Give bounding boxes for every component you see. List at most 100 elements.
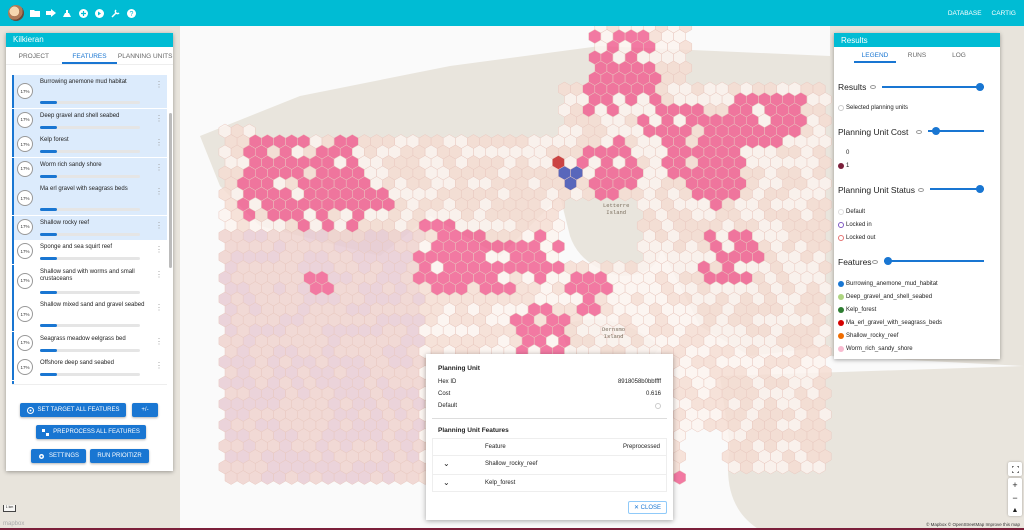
tab-planning-units[interactable]: PLANNING UNITS <box>117 53 173 60</box>
cost-opacity-slider[interactable] <box>928 127 984 135</box>
planning-unit-hex[interactable] <box>673 470 686 485</box>
tab-runs[interactable]: RUNS <box>907 52 927 59</box>
folder-icon[interactable] <box>30 8 40 18</box>
feature-item[interactable]: 17% Seagrass meadow eelgrass bed ⋮ <box>12 331 167 356</box>
feature-item[interactable]: 17% Sponge and sea squirt reef ⋮ <box>12 240 167 264</box>
more-vert-icon[interactable]: ⋮ <box>155 336 163 346</box>
cost-value: 0.616 <box>645 391 661 397</box>
settings-button[interactable]: SETTINGS <box>31 449 86 463</box>
more-vert-icon[interactable]: ⋮ <box>155 245 163 254</box>
results-opacity-slider[interactable] <box>882 83 984 91</box>
feature-item[interactable]: 17% Shallow rocky reef ⋮ <box>12 215 167 240</box>
zoom-in-button[interactable]: + <box>1012 479 1018 490</box>
legend-feature-label: Shallow_rocky_reef <box>846 333 899 339</box>
legend-feature-item: Shallow_rocky_reef <box>838 333 898 339</box>
table-row[interactable]: ⌄ Shallow_rocky_reef <box>433 455 666 474</box>
app-bar: ? DATABASE CARTIG <box>0 0 1024 26</box>
legend-dot <box>838 346 844 352</box>
feature-progress-bar <box>40 101 140 104</box>
feature-item[interactable]: 17% Offshore deep sand seabed ⋮ <box>12 356 167 380</box>
eye-icon[interactable] <box>916 130 922 134</box>
eye-icon[interactable] <box>870 85 876 89</box>
add-circle-icon[interactable] <box>78 8 88 18</box>
legend-selected-pu: Selected planning units <box>838 105 908 111</box>
tab-legend[interactable]: LEGEND <box>854 47 896 63</box>
map-attribution[interactable]: © Mapbox © OpenStreetMap Improve this ma… <box>926 522 1020 527</box>
feature-name: Offshore deep muddy seabed <box>40 385 145 386</box>
legend-dot <box>838 281 844 287</box>
tab-log[interactable]: LOG <box>952 52 966 59</box>
feature-progress-fill <box>40 208 57 211</box>
feature-progress-fill <box>40 150 57 153</box>
preprocess-all-button[interactable]: PREPROCESS ALL FEATURES <box>36 425 146 439</box>
more-vert-icon[interactable]: ⋮ <box>155 187 163 196</box>
hex-id-row: Hex ID 8918058b0bbffff <box>438 379 661 385</box>
feature-name: Shallow mixed sand and gravel seabed <box>40 302 145 308</box>
set-target-all-button[interactable]: SET TARGET ALL FEATURES <box>20 403 126 417</box>
feature-progress-fill <box>40 290 57 294</box>
eye-icon[interactable] <box>918 188 924 192</box>
feature-name: Deep gravel and shell seabed <box>40 112 120 119</box>
mapbox-logo[interactable]: mapbox <box>3 521 25 527</box>
legend-status-default: Default <box>838 209 865 215</box>
user-link[interactable]: CARTIG <box>991 9 1016 17</box>
feature-item[interactable]: 17%Offshore deep muddy seabed⋮ <box>12 380 167 386</box>
legend-feature-label: Deep_gravel_and_shell_seabed <box>846 294 933 300</box>
feature-item[interactable]: 17% Ma erl gravel with seagrass beds ⋮ <box>12 182 167 215</box>
compass-icon[interactable]: ▲ <box>1011 507 1019 515</box>
database-link[interactable]: DATABASE <box>947 9 982 17</box>
features-opacity-slider[interactable] <box>884 257 984 265</box>
features-panel: Kilkieran PROJECT FEATURES PLANNING UNIT… <box>6 33 173 471</box>
target-icon <box>26 406 34 414</box>
feature-list-scrollbar[interactable] <box>169 113 172 268</box>
feature-progress-bar <box>40 174 140 178</box>
fullscreen-button[interactable] <box>1008 462 1022 476</box>
legend-feature-item: Ma_erl_gravel_with_seagrass_beds <box>838 320 942 326</box>
tab-features[interactable]: FEATURES <box>61 47 118 64</box>
features-table: Feature Preprocessed ⌄ Shallow_rocky_ree… <box>432 438 667 492</box>
more-vert-icon[interactable]: ⋮ <box>155 361 163 370</box>
chevron-down-icon[interactable]: ⌄ <box>443 459 450 468</box>
plus-minus-button[interactable]: +/- <box>132 403 158 417</box>
forward-circle-icon[interactable] <box>94 8 104 18</box>
feature-name: Burrowing anemone mud habitat <box>40 79 127 85</box>
tab-project[interactable]: PROJECT <box>18 53 49 60</box>
run-icon[interactable] <box>62 8 72 18</box>
feature-item[interactable]: 17% Shallow mixed sand and gravel seabed ⋮ <box>12 298 167 331</box>
more-vert-icon[interactable]: ⋮ <box>155 138 163 147</box>
cost-row: Cost 0.616 <box>438 391 661 397</box>
table-row[interactable]: ⌄ Kelp_forest <box>433 474 666 493</box>
export-icon[interactable] <box>46 8 56 18</box>
more-vert-icon[interactable]: ⋮ <box>155 303 163 312</box>
more-vert-icon[interactable]: ⋮ <box>155 80 163 89</box>
feature-list: 17% Burrowing anemone mud habitat ⋮ 17% Deep… <box>12 75 167 385</box>
run-prioritizr-button[interactable]: RUN PRIOITIZR <box>90 449 149 463</box>
zoom-out-button[interactable]: − <box>1012 493 1018 504</box>
wrench-icon[interactable] <box>110 8 120 18</box>
status-row: Default <box>438 403 661 409</box>
chevron-down-icon[interactable]: ⌄ <box>443 478 450 487</box>
status-locked-out-label: Locked out <box>846 235 876 241</box>
planning-unit-hex[interactable] <box>812 459 826 475</box>
feature-name: Seagrass meadow eelgrass bed <box>40 335 126 342</box>
close-button[interactable]: ✕ CLOSE <box>627 501 667 514</box>
feature-item[interactable]: 17% Worm rich sandy shore ⋮ <box>12 157 167 182</box>
help-icon[interactable]: ? <box>126 8 136 18</box>
feature-item[interactable]: 17% Kelp forest ⋮ <box>12 133 167 157</box>
more-vert-icon[interactable]: ⋮ <box>155 162 163 172</box>
more-vert-icon[interactable]: ⋮ <box>155 220 163 230</box>
more-vert-icon[interactable]: ⋮ <box>155 113 163 123</box>
feature-item[interactable]: 17% Shallow sand with worms and small cru… <box>12 264 167 298</box>
more-vert-icon[interactable]: ⋮ <box>155 269 163 279</box>
legend-dot <box>838 320 844 326</box>
eye-icon[interactable] <box>872 260 878 264</box>
user-avatar[interactable] <box>8 5 24 21</box>
feature-item[interactable]: 17% Burrowing anemone mud habitat ⋮ <box>12 75 167 108</box>
feature-item[interactable]: 17% Deep gravel and shell seabed ⋮ <box>12 108 167 133</box>
status-opacity-slider[interactable] <box>930 185 984 193</box>
feature-name: Kelp forest <box>40 137 69 143</box>
results-title: Results <box>834 33 1000 47</box>
target-progress-circle: 17% <box>17 383 33 384</box>
fullscreen-icon <box>1011 465 1019 473</box>
close-label: CLOSE <box>640 505 661 511</box>
